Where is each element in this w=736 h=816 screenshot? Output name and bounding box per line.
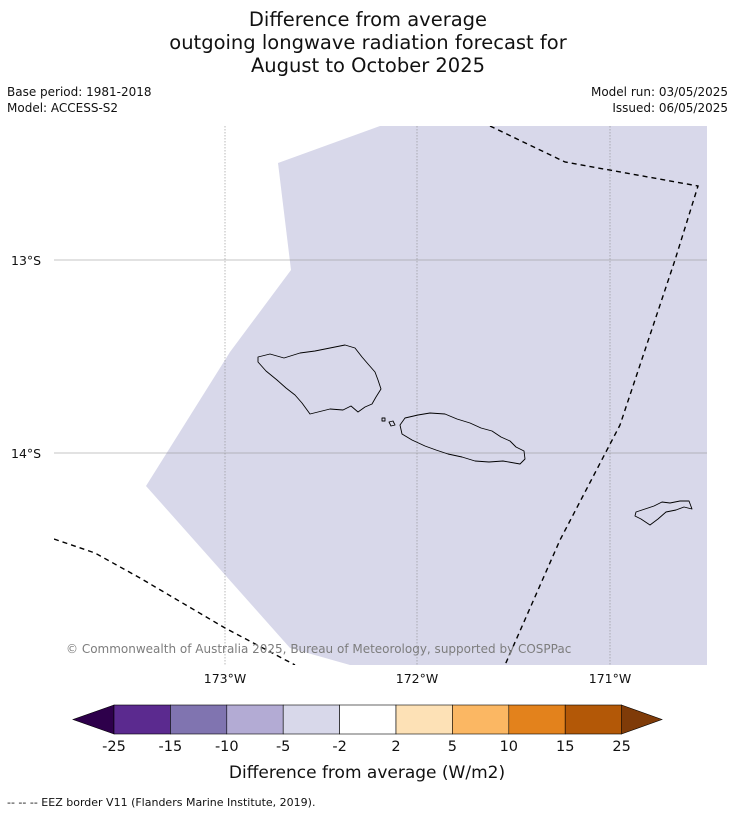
island-apolima (381, 417, 386, 422)
lon-label-172w: 172°W (396, 671, 438, 686)
colorbar-segment (452, 704, 510, 735)
gridlines (54, 126, 707, 665)
map-figure: © Commonwealth of Australia 2025, Bureau… (11, 126, 707, 783)
colorbar-tick-label: 25 (612, 739, 630, 755)
model-name: Model: ACCESS-S2 (7, 101, 119, 115)
latitude-labels: 13°S 14°S (11, 253, 41, 461)
colorbar-segment (113, 704, 171, 735)
colorbar-segment (170, 704, 228, 735)
forecast-fill-region (146, 126, 707, 665)
colorbar-segment (282, 704, 340, 735)
issued-date: Issued: 06/05/2025 (612, 101, 728, 115)
copyright-text: © Commonwealth of Australia 2025, Bureau… (66, 642, 571, 656)
eez-legend-note: -- -- -- EEZ border V11 (Flanders Marine… (7, 796, 316, 809)
eez-borders (54, 126, 699, 665)
colorbar-tick-label: -25 (102, 739, 126, 755)
lat-label-14s: 14°S (11, 446, 41, 461)
colorbar-tick-label: 10 (500, 739, 518, 755)
title-line-1: Difference from average (248, 8, 488, 31)
lon-label-171w: 171°W (589, 671, 631, 686)
lon-label-173w: 173°W (204, 671, 246, 686)
colorbar-segment (395, 704, 453, 735)
colorbar-under-arrow (72, 704, 115, 735)
map-plot-area: © Commonwealth of Australia 2025, Bureau… (54, 126, 707, 665)
lat-label-13s: 13°S (11, 253, 41, 268)
meta-right: Model run: 03/05/2025 Issued: 06/05/2025 (591, 84, 728, 116)
base-period: Base period: 1981-2018 (7, 85, 152, 99)
meta-left: Base period: 1981-2018 Model: ACCESS-S2 (7, 84, 152, 116)
colorbar-tick-label: 5 (448, 739, 457, 755)
colorbar-tick-label: 2 (391, 739, 400, 755)
colorbar-segment (226, 704, 284, 735)
colorbar-segment (564, 704, 622, 735)
model-run: Model run: 03/05/2025 (590, 85, 728, 99)
colorbar-tick-label: -2 (332, 739, 346, 755)
colorbar-segment (339, 704, 397, 735)
colorbar: -25 -15 -10 -5 -2 2 5 10 15 25 (72, 704, 663, 755)
colorbar-tick-label: -5 (276, 739, 290, 755)
colorbar-tick-label: -10 (215, 739, 239, 755)
eez-border-north-east (489, 126, 699, 665)
map-title: Difference from average outgoing longwav… (0, 8, 736, 77)
colorbar-label: Difference from average (W/m2) (229, 763, 505, 783)
colorbar-over-arrow (621, 704, 663, 735)
title-line-2: outgoing longwave radiation forecast for (169, 31, 567, 54)
eez-border-south-west (54, 538, 296, 665)
longitude-labels: 173°W 172°W 171°W (204, 671, 631, 686)
colorbar-tick-label: -15 (159, 739, 183, 755)
colorbar-segment (508, 704, 566, 735)
colorbar-tick-label: 15 (556, 739, 574, 755)
title-line-3: August to October 2025 (250, 54, 486, 77)
island-upolu (399, 412, 526, 465)
island-manono (388, 420, 396, 427)
island-tutuila (634, 500, 693, 526)
islands (257, 344, 693, 526)
island-savaii (257, 344, 382, 415)
